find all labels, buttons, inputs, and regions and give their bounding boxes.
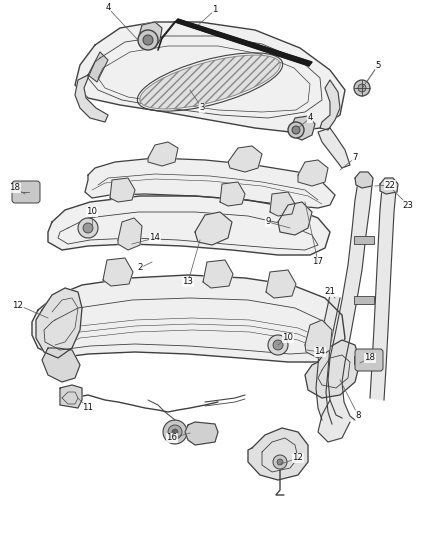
Polygon shape — [175, 19, 312, 66]
Polygon shape — [110, 178, 135, 202]
Text: 10: 10 — [283, 334, 293, 343]
Text: 18: 18 — [10, 183, 21, 192]
Circle shape — [78, 218, 98, 238]
Polygon shape — [185, 422, 218, 445]
Polygon shape — [32, 275, 345, 362]
Text: 10: 10 — [86, 207, 98, 216]
Text: 14: 14 — [314, 348, 325, 357]
Bar — [354, 236, 374, 244]
FancyBboxPatch shape — [355, 349, 383, 371]
Polygon shape — [298, 160, 328, 186]
Circle shape — [277, 459, 283, 465]
Polygon shape — [305, 340, 360, 398]
Text: 22: 22 — [385, 181, 396, 190]
Polygon shape — [318, 128, 350, 168]
Circle shape — [143, 35, 153, 45]
Polygon shape — [370, 188, 396, 400]
Ellipse shape — [140, 55, 280, 109]
Circle shape — [268, 335, 288, 355]
Text: 5: 5 — [375, 61, 381, 69]
Polygon shape — [316, 295, 340, 424]
Circle shape — [138, 30, 158, 50]
Polygon shape — [75, 75, 108, 122]
Polygon shape — [320, 80, 340, 130]
Text: 4: 4 — [307, 114, 313, 123]
Bar — [354, 356, 374, 364]
Polygon shape — [60, 385, 82, 408]
Polygon shape — [138, 22, 162, 48]
Polygon shape — [328, 182, 372, 420]
Polygon shape — [220, 182, 245, 206]
Circle shape — [354, 80, 370, 96]
Polygon shape — [148, 142, 178, 166]
Text: 11: 11 — [82, 403, 93, 413]
Text: 3: 3 — [199, 103, 205, 112]
Polygon shape — [355, 172, 373, 188]
Text: 8: 8 — [355, 410, 361, 419]
Text: 1: 1 — [212, 5, 218, 14]
Circle shape — [172, 429, 178, 435]
Circle shape — [288, 122, 304, 138]
Polygon shape — [270, 192, 295, 216]
Polygon shape — [203, 260, 233, 288]
Polygon shape — [88, 52, 108, 82]
Bar — [354, 296, 374, 304]
Polygon shape — [380, 178, 398, 194]
Text: 14: 14 — [149, 233, 160, 243]
Polygon shape — [266, 270, 296, 298]
Polygon shape — [318, 400, 350, 442]
Text: 4: 4 — [105, 4, 111, 12]
Text: 12: 12 — [293, 454, 304, 463]
Text: 12: 12 — [13, 301, 24, 310]
Text: 2: 2 — [137, 263, 143, 272]
Circle shape — [292, 126, 300, 134]
Polygon shape — [290, 116, 315, 140]
Text: 23: 23 — [403, 200, 413, 209]
Text: 9: 9 — [265, 217, 271, 227]
Polygon shape — [228, 146, 262, 172]
Polygon shape — [75, 22, 345, 132]
Polygon shape — [36, 288, 82, 358]
FancyBboxPatch shape — [12, 181, 40, 203]
Polygon shape — [85, 158, 335, 208]
Circle shape — [358, 84, 366, 92]
Circle shape — [273, 455, 287, 469]
Polygon shape — [42, 348, 80, 382]
Text: 13: 13 — [183, 278, 194, 287]
Text: 16: 16 — [166, 433, 177, 442]
Polygon shape — [248, 428, 308, 480]
Circle shape — [273, 340, 283, 350]
Circle shape — [163, 420, 187, 444]
Text: 18: 18 — [364, 353, 375, 362]
Polygon shape — [48, 196, 330, 255]
Polygon shape — [103, 258, 133, 286]
Polygon shape — [305, 320, 332, 358]
Text: 7: 7 — [352, 154, 358, 163]
Circle shape — [83, 223, 93, 233]
Polygon shape — [195, 212, 232, 245]
Text: 17: 17 — [312, 257, 324, 266]
Text: 21: 21 — [325, 287, 336, 296]
Polygon shape — [278, 202, 312, 235]
Circle shape — [168, 425, 182, 439]
Polygon shape — [118, 218, 142, 250]
